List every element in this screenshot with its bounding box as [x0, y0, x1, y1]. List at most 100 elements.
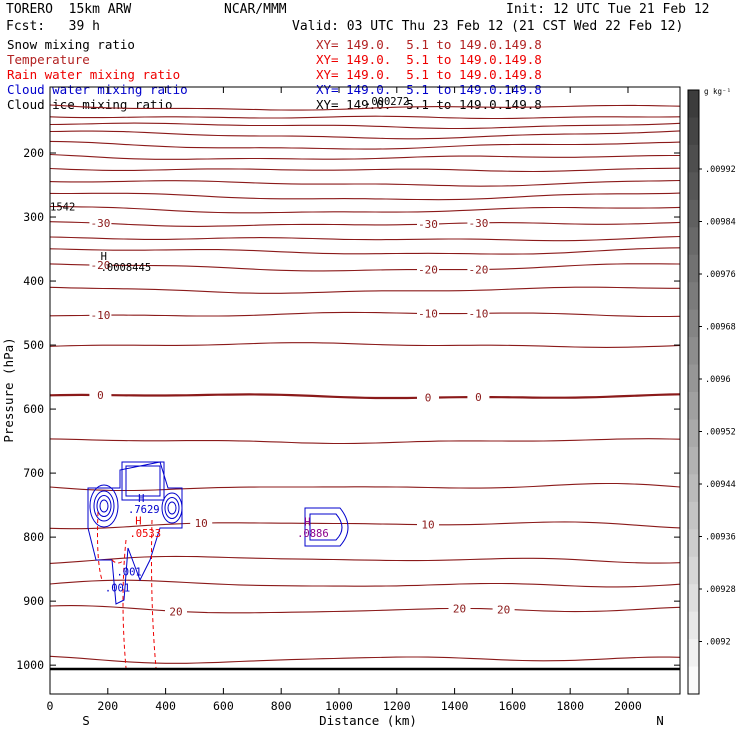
colorbar-unit: g kg⁻¹ — [704, 87, 731, 96]
cloud-water-cell-east-inner — [309, 513, 343, 541]
colorbar-tick-label: .0096 — [705, 375, 731, 385]
y-tick-label: 400 — [23, 274, 44, 288]
isotherm-label-bg — [417, 307, 439, 320]
colorbar-swatch — [688, 611, 699, 640]
cloud-water-box-inner — [125, 465, 161, 497]
x-tick-label: 400 — [155, 699, 176, 713]
cloud-water-cell-east — [304, 507, 349, 547]
isotherm-line — [49, 482, 681, 492]
colorbar-tick-label: .00968 — [705, 323, 736, 333]
isotherm-line — [49, 140, 681, 150]
isotherm-label-bg — [467, 216, 490, 229]
isotherm-line — [49, 104, 681, 111]
colorbar-swatch — [688, 474, 699, 503]
isotherm-label: 20 — [453, 602, 466, 615]
isotherm-line — [49, 167, 681, 173]
contour-annotation: 1542 — [50, 202, 75, 214]
colorbar-swatch — [688, 364, 699, 393]
colorbar-swatch — [688, 446, 699, 475]
colorbar-tick-label: .00928 — [705, 585, 736, 595]
isotherm-line — [49, 221, 681, 227]
colorbar-swatch — [688, 556, 699, 585]
field-label-snow: Snow mixing ratio — [7, 37, 135, 52]
cloud-water-contour — [164, 497, 180, 519]
isotherm-label: -30 — [90, 217, 110, 230]
cloud-water-contour — [93, 490, 115, 522]
isotherm-line — [49, 235, 681, 242]
xy-range-cloud-ice: XY= 149.0. 5.1 to 149.0.149.8 — [316, 82, 542, 97]
isotherm-label-bg — [417, 218, 439, 231]
contour-annotation: .001 — [105, 583, 130, 595]
field-label-cloud-water: Cloud water mixing ratio — [7, 82, 188, 97]
colorbar-tick-label: .00992 — [705, 165, 736, 175]
cloud-water-contour — [96, 495, 112, 517]
x-axis: 0 200 400 600 800 1000 1200 1400 1600 1800 2000 — [47, 87, 642, 713]
isotherm-line — [49, 122, 681, 130]
colorbar: g kg⁻¹ .00992 .00984 .00976 .00968 .0096 .0095… — [687, 87, 736, 695]
colorbar-swatch — [688, 529, 699, 558]
isotherm-label-bg — [165, 605, 187, 618]
isotherm-line — [49, 153, 680, 160]
xy-range-temperature: XY= 149.0. 5.1 to 149.0.149.8 — [316, 37, 542, 52]
colorbar-swatch — [688, 337, 699, 366]
isotherm-label: -10 — [418, 308, 438, 321]
y-tick-label: 800 — [23, 530, 44, 544]
x-tick-label: 1800 — [556, 699, 584, 713]
isotherm-label: 20 — [497, 603, 510, 616]
colorbar-swatch — [688, 419, 699, 448]
center-title: NCAR/MMM — [224, 2, 287, 17]
y-tick-label: 900 — [23, 594, 44, 608]
x-end-label-left: S — [82, 713, 90, 728]
temperature-contours: -30 -30 -30 -20 -20 -20 -10 -10 -10 0 0 0 10 10 20 20 20 — [49, 104, 681, 664]
isotherm-label: -30 — [418, 218, 438, 231]
y-tick-label: 200 — [23, 146, 44, 160]
xy-range-cloud-water: XY= 149.0. 5.1 to 149.0.149.8 — [316, 67, 542, 82]
isotherm-label: 0 — [97, 389, 104, 402]
colorbar-swatch — [688, 254, 699, 283]
isotherm-label: 0 — [475, 391, 482, 404]
colorbar-tick-label: .0092 — [705, 638, 731, 648]
colorbar-tick-label: .00976 — [705, 270, 736, 280]
colorbar-frame — [687, 89, 700, 695]
colorbar-swatch — [688, 392, 699, 420]
x-axis-label: Distance (km) — [319, 713, 417, 728]
isotherm-label: -20 — [90, 259, 110, 272]
isotherm-label: -20 — [418, 264, 438, 277]
isotherm-label: -30 — [468, 217, 488, 230]
isotherm-label-bg — [89, 217, 112, 230]
cloud-water-outer — [87, 461, 183, 605]
y-tick-label: 300 — [23, 210, 44, 224]
y-tick-label: 600 — [23, 402, 44, 416]
isotherm-line — [49, 286, 680, 294]
isotherm-line — [49, 521, 681, 530]
colorbar-swatch — [688, 172, 699, 201]
colorbar-swatch — [688, 639, 699, 668]
colorbar-swatch — [688, 584, 699, 613]
isotherm-label: -10 — [468, 307, 488, 320]
isotherm-label-bg — [89, 309, 112, 322]
isotherm-line — [49, 438, 681, 445]
model-title: TORERO 15km ARW — [6, 2, 132, 17]
isotherm-line — [49, 311, 681, 318]
contour-annotation: .001 — [116, 567, 141, 579]
plot-frame — [49, 86, 681, 695]
rain-contour — [97, 511, 103, 581]
isotherm-label: -10 — [90, 309, 110, 322]
isotherm-line — [49, 342, 681, 348]
isotherm-label-bg — [89, 259, 112, 272]
contour-annotation: .0008445 — [101, 262, 152, 274]
contour-annotation: H — [304, 517, 310, 529]
y-tick-label: 700 — [23, 466, 44, 480]
isotherm-line — [49, 605, 681, 614]
rain-contour — [122, 539, 127, 669]
colorbar-tick-label: .00952 — [705, 428, 736, 438]
colorbar-swatch — [688, 117, 699, 146]
isotherm-label-bg — [417, 391, 439, 404]
y-tick-label: 500 — [23, 338, 44, 352]
contour-annotation: H — [138, 493, 144, 505]
contour-annotation: .0533 — [129, 528, 161, 540]
colorbar-tick-label: .00984 — [705, 218, 736, 228]
init-time: Init: 12 UTC Tue 21 Feb 12 — [506, 2, 710, 17]
cloud-water-contour — [99, 499, 109, 513]
